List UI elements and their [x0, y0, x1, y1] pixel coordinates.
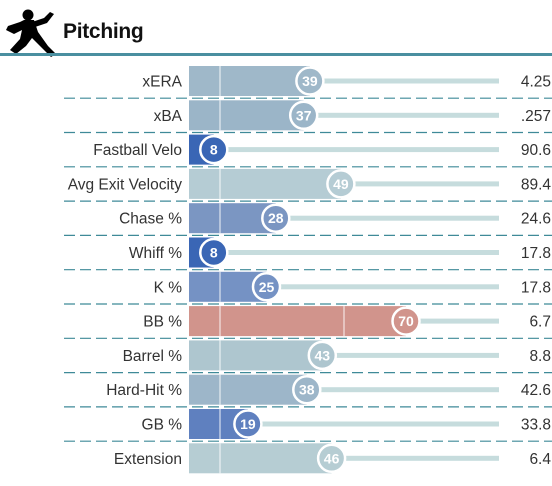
bar-barrel — [189, 340, 323, 371]
track-xera — [189, 78, 499, 84]
percentile-marker-avg-exit-velocity — [326, 169, 356, 199]
page-title: Pitching — [63, 20, 144, 43]
track-barrel — [189, 352, 499, 358]
percentile-marker-xera — [295, 66, 325, 96]
percentile-label-hard-hit: 38 — [299, 382, 315, 398]
percentile-label-chase: 28 — [268, 210, 284, 226]
percentile-marker-chase — [261, 203, 291, 233]
percentile-label-xba: 37 — [296, 107, 312, 123]
stat-value-xba: .257 — [521, 108, 551, 125]
bar-xera — [189, 66, 310, 96]
row-label-barrel: Barrel % — [123, 348, 183, 365]
percentile-marker-k — [251, 272, 282, 302]
row-label-extension: Extension — [114, 451, 182, 468]
row-label-xera: xERA — [142, 74, 182, 91]
row-label-hard-hit: Hard-Hit % — [106, 382, 182, 399]
percentile-marker-whiff — [199, 237, 229, 268]
pitcher-icon — [6, 9, 56, 57]
percentile-label-xera: 39 — [302, 73, 318, 89]
percentile-label-bb: 70 — [398, 313, 414, 329]
percentile-label-barrel: 43 — [315, 347, 331, 363]
bar-xba — [189, 100, 304, 131]
percentile-label-whiff: 8 — [210, 245, 218, 261]
row-label-chase: Chase % — [119, 211, 182, 228]
bar-avg-exit-velocity — [189, 168, 341, 199]
row-label-gb: GB % — [142, 417, 183, 434]
stat-value-whiff: 17.8 — [521, 245, 551, 262]
percentile-marker-extension — [316, 443, 347, 474]
track-xba — [189, 112, 499, 118]
track-chase — [189, 215, 499, 221]
bar-hard-hit — [189, 374, 307, 405]
percentile-label-avg-exit-velocity: 49 — [333, 176, 349, 192]
percentile-marker-bb — [391, 306, 421, 336]
row-label-bb: BB % — [143, 314, 182, 331]
stat-value-bb: 6.7 — [529, 314, 551, 331]
track-whiff — [189, 250, 499, 255]
stat-value-xera: 4.25 — [521, 74, 551, 91]
stat-value-extension: 6.4 — [529, 451, 551, 468]
header-divider — [0, 53, 552, 56]
percentile-label-extension: 46 — [324, 450, 340, 466]
stat-value-fastball-velo: 90.6 — [521, 142, 551, 159]
row-label-whiff: Whiff % — [129, 245, 182, 262]
row-label-fastball-velo: Fastball Velo — [93, 142, 182, 159]
percentile-label-k: 25 — [259, 279, 275, 295]
track-hard-hit — [189, 387, 499, 393]
track-gb — [189, 421, 499, 427]
stat-value-chase: 24.6 — [521, 211, 551, 228]
row-label-avg-exit-velocity: Avg Exit Velocity — [68, 176, 183, 193]
percentile-label-gb: 19 — [240, 416, 256, 432]
percentile-label-fastball-velo: 8 — [210, 142, 218, 158]
header: Pitching — [0, 0, 552, 57]
track-fastball-velo — [189, 147, 499, 153]
row-label-xba: xBA — [154, 108, 183, 125]
bar-extension — [189, 443, 332, 474]
percentile-marker-hard-hit — [292, 374, 322, 405]
percentile-marker-fastball-velo — [199, 134, 229, 165]
bar-bb — [189, 306, 406, 337]
stat-value-k: 17.8 — [521, 279, 551, 296]
stat-value-hard-hit: 42.6 — [521, 382, 551, 399]
track-k — [189, 284, 499, 290]
percentile-marker-xba — [288, 100, 319, 131]
row-label-k: K % — [154, 279, 183, 296]
stat-value-gb: 33.8 — [521, 417, 551, 434]
percentile-marker-gb — [233, 409, 263, 439]
stat-value-avg-exit-velocity: 89.4 — [521, 176, 552, 193]
stat-value-barrel: 8.8 — [529, 348, 551, 365]
percentile-marker-barrel — [307, 340, 338, 371]
